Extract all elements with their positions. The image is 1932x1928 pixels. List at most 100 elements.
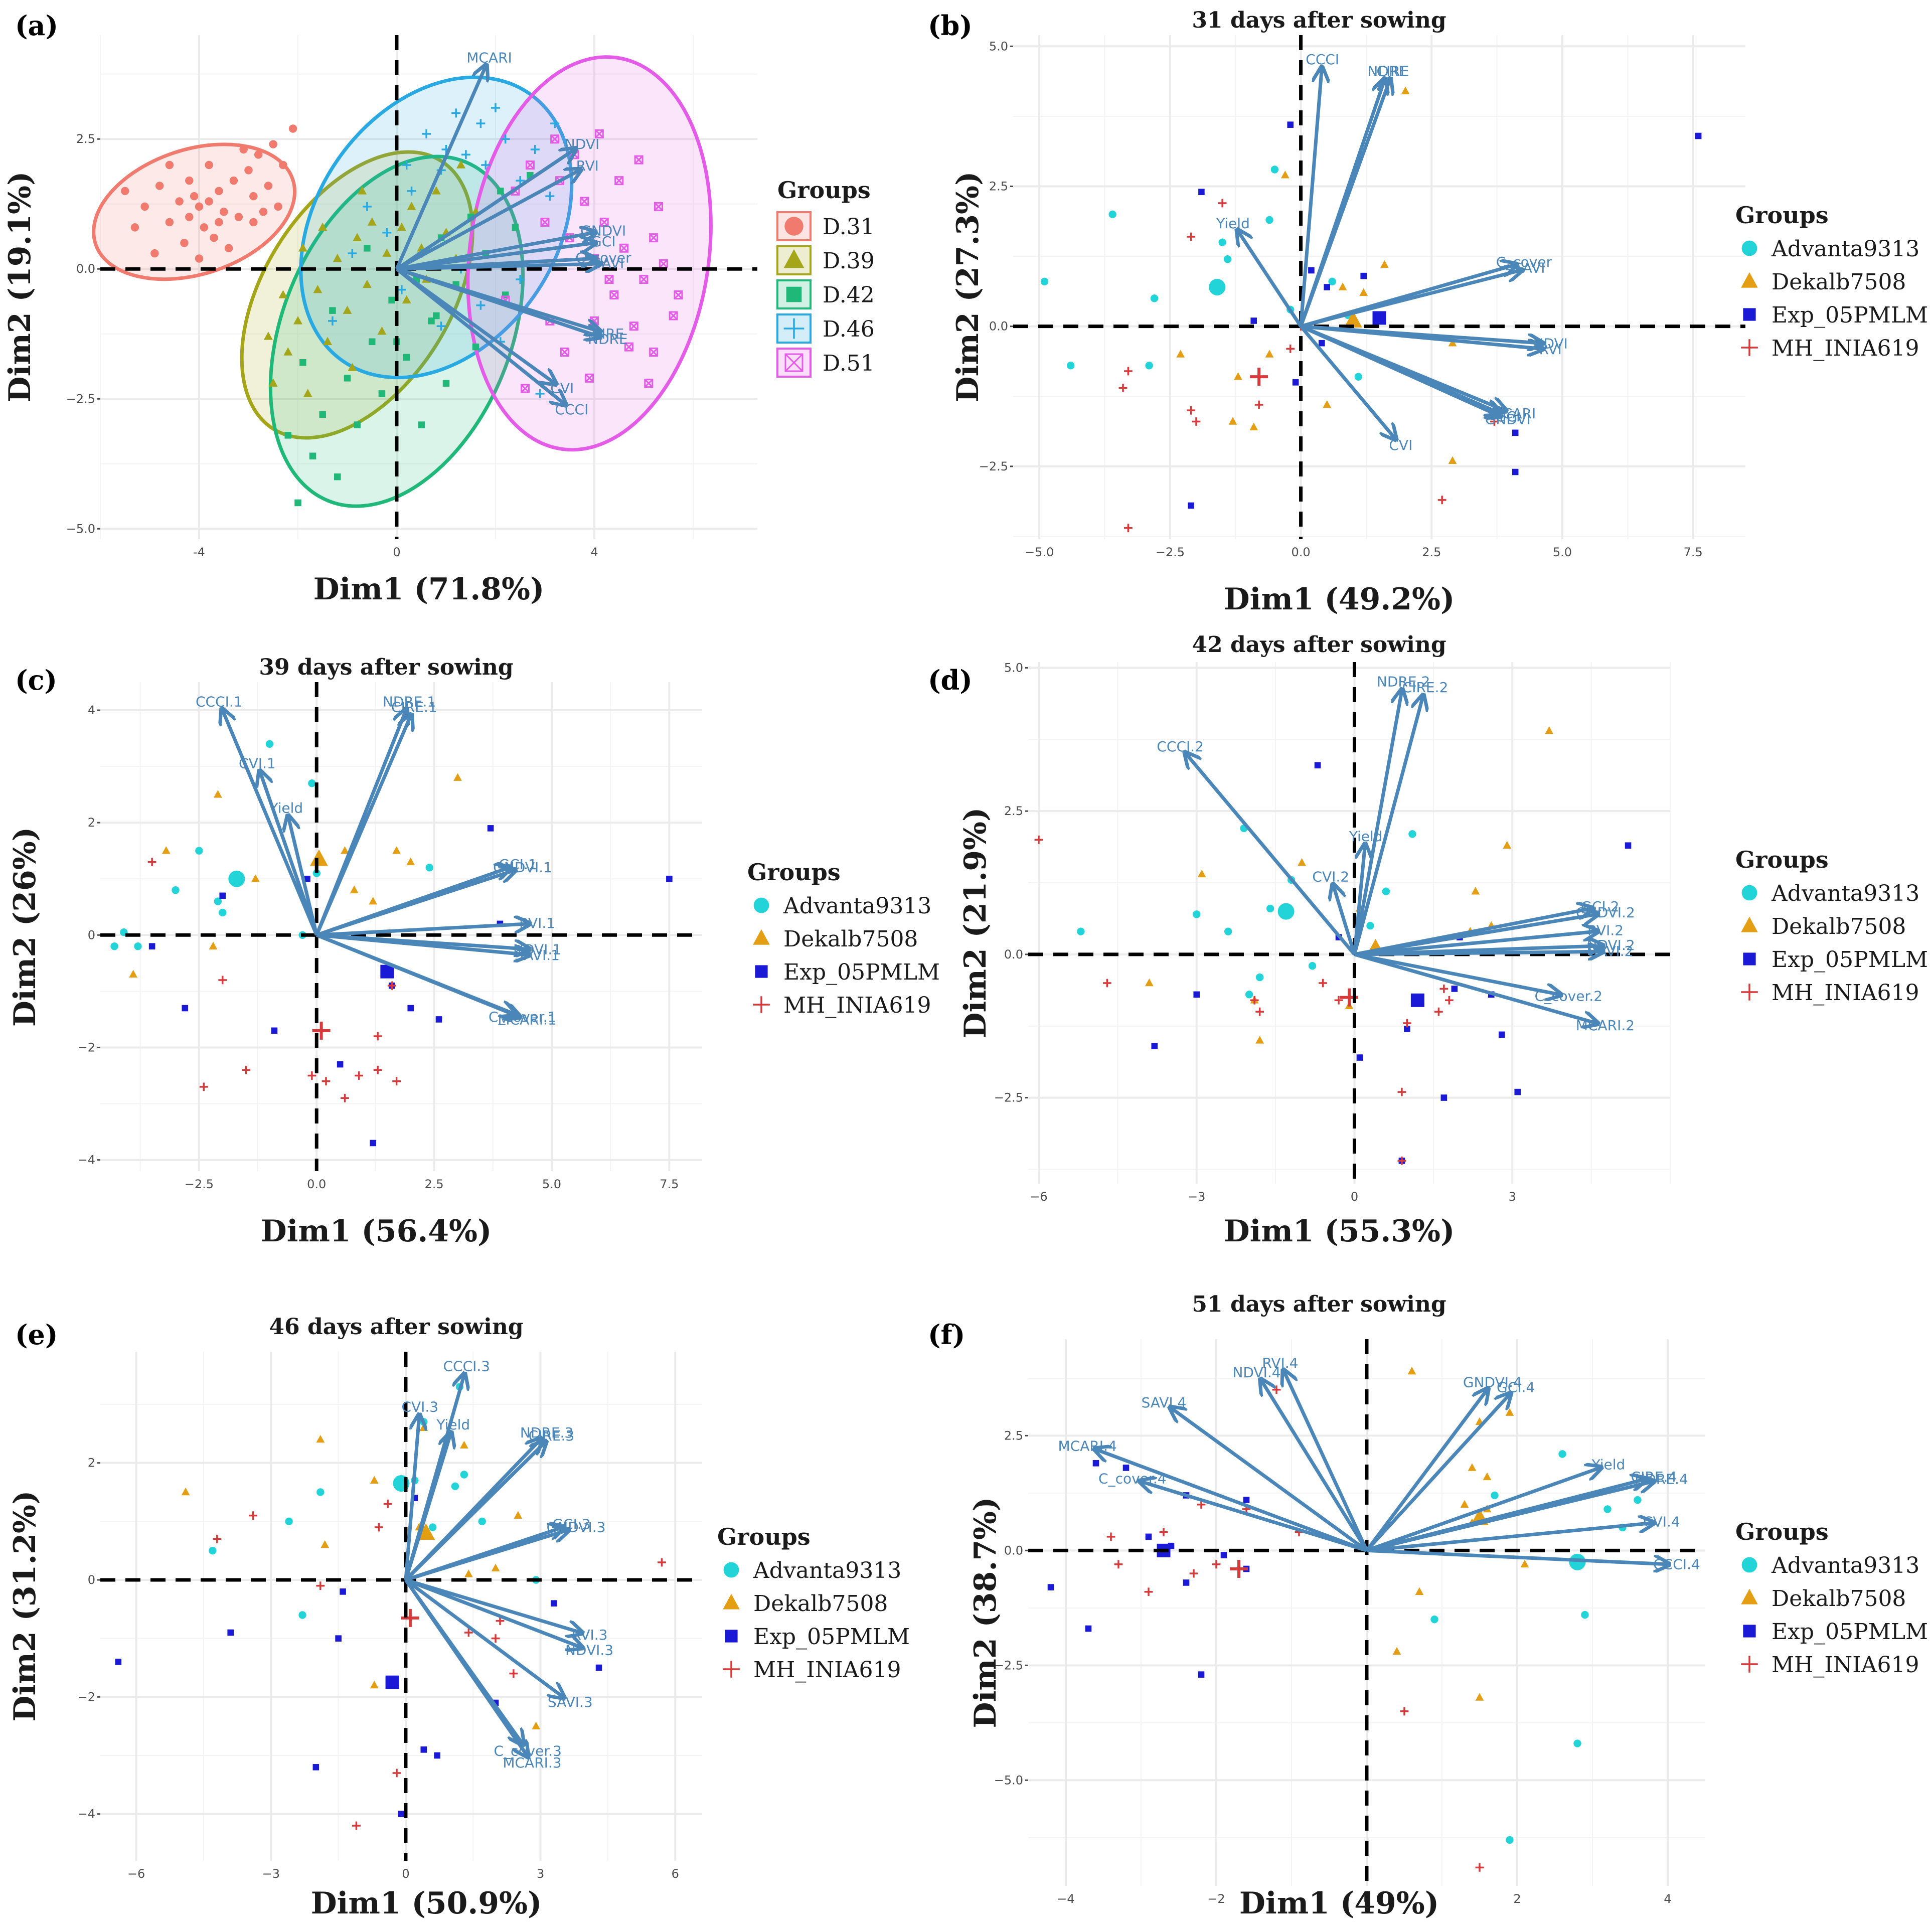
vector-arrow bbox=[395, 66, 486, 270]
point-D.51 bbox=[654, 202, 664, 211]
point-Dekalb7508 bbox=[392, 846, 401, 854]
vector-arrow bbox=[1354, 952, 1559, 995]
centroid-MH_INIA619 bbox=[312, 1021, 331, 1040]
point-Exp_05PMLM bbox=[182, 1005, 189, 1012]
vector-arrow bbox=[1353, 846, 1365, 955]
x-tick-label: 0 bbox=[1363, 1892, 1370, 1906]
point-Exp_05PMLM bbox=[340, 1588, 346, 1595]
legend: Groups Advanta9313 Dekalb7508 Exp_05PMLM MH_… bbox=[717, 1523, 910, 1683]
point-D.51 bbox=[644, 379, 654, 388]
point-D.51 bbox=[629, 322, 638, 331]
point-Dekalb7508 bbox=[209, 941, 218, 950]
point-D.46 bbox=[476, 119, 486, 128]
point-D.46 bbox=[397, 285, 406, 294]
legend-entry: D.51 bbox=[823, 351, 875, 376]
x-tick-label: 6 bbox=[672, 1867, 679, 1881]
point-Dekalb7508 bbox=[370, 1680, 379, 1689]
panel-a: -4 0 4−5.0−2.50.02.5MCARINDVIRVIGNDVIGCIC_… bbox=[3, 10, 875, 607]
point-Exp_05PMLM bbox=[551, 1600, 557, 1606]
point-Exp_05PMLM bbox=[1308, 267, 1315, 274]
point-MH_INIA619 bbox=[218, 976, 227, 985]
point-Advanta9313 bbox=[1603, 1505, 1612, 1513]
point-D.46 bbox=[436, 322, 446, 331]
point-D.31 bbox=[244, 166, 253, 175]
point-Advanta9313 bbox=[1408, 830, 1416, 838]
point-D.42 bbox=[378, 390, 386, 397]
vector-arrow bbox=[1366, 1548, 1668, 1564]
legend-marker-MH_INIA619 bbox=[1741, 1656, 1758, 1673]
y-axis-label: Dim2 (26%) bbox=[8, 827, 43, 1027]
vector-arrow bbox=[1171, 1408, 1368, 1552]
point-Dekalb7508 bbox=[1280, 171, 1290, 179]
point-D.31 bbox=[234, 213, 243, 221]
point-Advanta9313 bbox=[425, 864, 433, 872]
panel-label: (b) bbox=[928, 10, 973, 42]
point-D.39 bbox=[377, 326, 387, 335]
point-MH_INIA619 bbox=[341, 1093, 349, 1102]
point-D.39 bbox=[362, 279, 372, 288]
y-tick-label: 0.0 bbox=[1004, 1543, 1023, 1557]
point-Exp_05PMLM bbox=[312, 1764, 319, 1771]
point-D.42 bbox=[344, 375, 351, 382]
point-Dekalb7508 bbox=[162, 846, 171, 854]
vector-label: RVI.2 bbox=[1587, 922, 1624, 938]
point-D.51 bbox=[525, 160, 535, 170]
point-MH_INIA619 bbox=[1124, 524, 1133, 533]
point-Dekalb7508 bbox=[1145, 978, 1154, 987]
point-D.42 bbox=[294, 499, 301, 507]
legend-marker-Exp_05PMLM bbox=[1743, 308, 1756, 321]
vector-label: RVI.4 bbox=[1262, 1355, 1298, 1371]
point-Dekalb7508 bbox=[1415, 1587, 1424, 1595]
chart-title: 31 days after sowing bbox=[1192, 8, 1446, 33]
vector-label: GNDVI.4 bbox=[1463, 1374, 1522, 1390]
legend-entry: Advanta9313 bbox=[1771, 1553, 1919, 1578]
vector-arrow bbox=[405, 1578, 581, 1647]
y-tick-label: −4 bbox=[78, 1153, 95, 1167]
point-MH_INIA619 bbox=[1114, 1560, 1123, 1569]
vector-arrow bbox=[1186, 754, 1356, 956]
point-Exp_05PMLM bbox=[1440, 1094, 1447, 1101]
point-MH_INIA619 bbox=[249, 1511, 257, 1520]
legend-entry: Dekalb7508 bbox=[783, 926, 918, 952]
point-MH_INIA619 bbox=[1124, 367, 1133, 376]
vector-arrow bbox=[404, 1442, 545, 1581]
point-Exp_05PMLM bbox=[115, 1659, 122, 1665]
point-D.31 bbox=[279, 160, 287, 170]
point-D.46 bbox=[516, 274, 525, 284]
point-Exp_05PMLM bbox=[1360, 272, 1367, 279]
x-axis-label: Dim1 (55.3%) bbox=[1224, 1214, 1455, 1249]
x-tick-label: −2 bbox=[1207, 1892, 1225, 1906]
point-MH_INIA619 bbox=[1106, 1532, 1115, 1541]
vector-arrow bbox=[316, 933, 528, 954]
point-Advanta9313 bbox=[1382, 887, 1390, 895]
point-D.51 bbox=[540, 217, 550, 227]
panel-label: (a) bbox=[15, 10, 58, 42]
point-Advanta9313 bbox=[1067, 362, 1075, 370]
vector-label: CIRE bbox=[1376, 63, 1409, 79]
legend-entry: Dekalb7508 bbox=[1772, 914, 1906, 939]
point-Dekalb7508 bbox=[251, 874, 260, 882]
point-Exp_05PMLM bbox=[304, 875, 310, 882]
legend-entry: MH_INIA619 bbox=[753, 1657, 901, 1683]
vector-label: GCI bbox=[1496, 408, 1521, 425]
point-Advanta9313 bbox=[298, 1611, 306, 1619]
point-Exp_05PMLM bbox=[1404, 1026, 1410, 1032]
point-Dekalb7508 bbox=[181, 1487, 190, 1496]
legend-entry: Exp_05PMLM bbox=[1772, 302, 1928, 328]
point-Advanta9313 bbox=[1491, 1491, 1499, 1500]
legend-marker-Advanta9313 bbox=[1741, 1557, 1757, 1573]
vector-arrow bbox=[1299, 325, 1395, 438]
vector-label: GNDVI.3 bbox=[547, 1519, 606, 1536]
point-D.31 bbox=[130, 223, 139, 232]
point-D.31 bbox=[205, 197, 213, 206]
point-D.42 bbox=[497, 188, 504, 195]
point-D.42 bbox=[388, 296, 395, 304]
point-D.46 bbox=[550, 119, 560, 128]
y-tick-label: −2.5 bbox=[979, 459, 1008, 473]
point-Exp_05PMLM bbox=[435, 1016, 442, 1023]
y-tick-label: 2.5 bbox=[989, 180, 1008, 194]
point-D.51 bbox=[580, 197, 589, 206]
plot-area bbox=[100, 1352, 702, 1861]
